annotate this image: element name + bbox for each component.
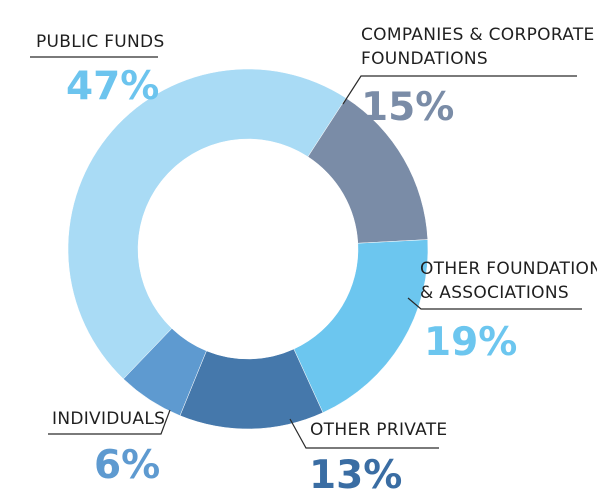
leader-line-other-private — [289, 418, 439, 449]
label-other-foundations: OTHER FOUNDATIONS & ASSOCIATIONS 19% — [407, 259, 597, 365]
slice-public-funds — [67, 68, 347, 380]
donut-slices — [67, 68, 429, 430]
slice-individuals — [123, 328, 207, 416]
leader-line-other-foundations — [407, 297, 582, 310]
label-other-private: OTHER PRIVATE 13% — [289, 418, 447, 498]
leader-line-individuals — [48, 409, 171, 435]
value-label-individuals: 6% — [94, 443, 160, 488]
value-label-public-funds: 47% — [66, 64, 159, 109]
label-other-foundations-line2: & ASSOCIATIONS — [420, 283, 569, 303]
label-public-funds: PUBLIC FUNDS 47% — [30, 32, 165, 109]
label-individuals-name: INDIVIDUALS — [52, 409, 165, 429]
value-label-other-private: 13% — [309, 453, 402, 498]
label-companies: COMPANIES & CORPORATE FOUNDATIONS 15% — [342, 25, 595, 130]
slice-other-foundations — [293, 239, 429, 413]
value-label-companies: 15% — [361, 85, 454, 130]
label-individuals: INDIVIDUALS 6% — [48, 409, 171, 488]
label-public-funds-name: PUBLIC FUNDS — [36, 32, 165, 52]
value-label-other-foundations: 19% — [424, 320, 517, 365]
label-companies-line1: COMPANIES & CORPORATE — [361, 25, 595, 45]
label-companies-line2: FOUNDATIONS — [361, 49, 488, 69]
label-other-foundations-line1: OTHER FOUNDATIONS — [420, 259, 597, 279]
leader-line-companies — [342, 75, 577, 105]
label-other-private-name: OTHER PRIVATE — [310, 420, 447, 440]
